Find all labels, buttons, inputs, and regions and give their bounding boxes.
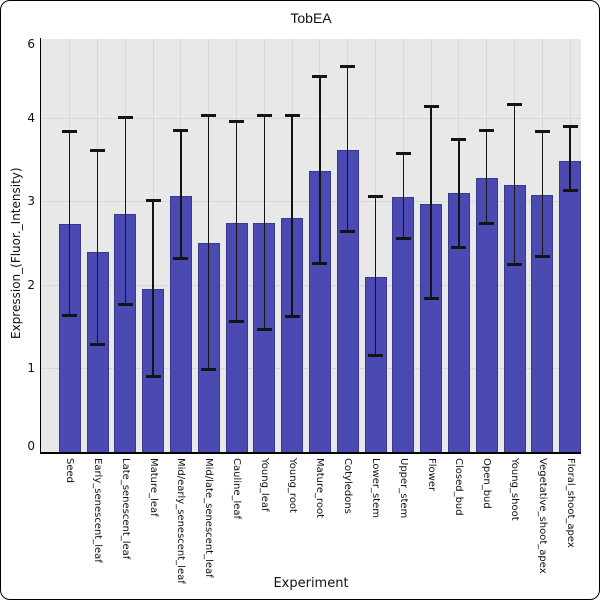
x-tick-label: Mature_root <box>314 458 326 519</box>
error-bar-cap-top <box>117 116 133 120</box>
error-bar-cap-bottom <box>145 375 161 379</box>
y-axis-title: Expression_(Fluor._Intensity) <box>9 167 23 339</box>
error-bar-cap-bottom <box>256 327 272 331</box>
x-tick-label: Young_leaf <box>258 458 270 512</box>
error-bar-cap-top <box>507 102 522 106</box>
x-tick-label: Vegetative_shoot_apex <box>536 458 548 574</box>
error-bar-cap-top <box>173 128 189 132</box>
error-bar-cap-top <box>562 125 578 129</box>
error-bar-cap-bottom <box>534 255 550 259</box>
error-bar-cap-top <box>368 195 383 199</box>
error-bar-cap-top <box>423 105 439 109</box>
error-bar-line <box>263 115 266 330</box>
error-bar-cap-top <box>395 151 411 155</box>
x-tick-label: Cauline_leaf <box>231 458 242 520</box>
error-bar-cap-top <box>90 148 105 152</box>
error-bar-cap-bottom <box>229 319 244 323</box>
x-tick-label: Mid/late_senescent_leaf <box>203 458 215 578</box>
error-bar-cap-bottom <box>395 236 411 240</box>
error-bar-cap-bottom <box>368 353 383 357</box>
error-bar-cap-bottom <box>117 302 133 306</box>
x-tick-label: Young_root <box>286 458 298 513</box>
x-tick-label: Mid/early_senescent_leaf <box>175 458 187 584</box>
error-bar-cap-bottom <box>479 221 495 225</box>
y-tick-label: 1 <box>27 361 35 376</box>
error-bar-cap-top <box>451 137 467 141</box>
x-tick-label: Upper_stem <box>397 458 409 519</box>
x-axis-title: Experiment <box>273 576 349 591</box>
error-bar-line <box>124 117 127 305</box>
error-bar-cap-top <box>145 198 161 202</box>
y-axis-line <box>39 38 41 454</box>
error-bar-cap-bottom <box>173 257 189 260</box>
error-bar-cap-top <box>62 130 78 134</box>
error-bar-line <box>541 131 544 257</box>
error-bar-line <box>319 76 321 264</box>
error-bar-cap-bottom <box>507 262 522 266</box>
y-tick-label: 4 <box>27 110 35 125</box>
error-bar-cap-bottom <box>62 313 78 317</box>
error-bar-line <box>68 131 71 316</box>
x-tick-label: Early_senescent_leaf <box>92 458 103 563</box>
x-tick-label: Closed_bud <box>453 458 465 516</box>
error-bar-line <box>458 139 460 248</box>
error-bar-cap-bottom <box>284 315 300 319</box>
y-tick-label: 2 <box>27 277 35 292</box>
error-bar-line <box>430 106 432 299</box>
error-bar-cap-bottom <box>423 297 439 301</box>
error-bar-cap-bottom <box>451 246 467 250</box>
error-bar-cap-bottom <box>562 189 578 193</box>
error-bar-cap-top <box>479 128 495 132</box>
x-tick-label: Lower_stem <box>370 458 381 518</box>
error-bar-line <box>207 115 210 370</box>
error-bar-cap-top <box>340 65 356 69</box>
error-bar-line <box>235 121 238 322</box>
x-axis-line <box>39 452 581 454</box>
error-bar-cap-top <box>534 130 550 134</box>
error-bar-line <box>96 150 99 345</box>
y-tick-label-top: 6 <box>27 37 35 51</box>
bar <box>559 160 582 452</box>
x-tick-label: Open_bud <box>481 458 493 509</box>
x-tick-label: Flower <box>425 458 437 492</box>
error-bar-line <box>402 153 405 239</box>
x-tick-label: Young_shoot <box>509 458 520 521</box>
y-tick-label: 0 <box>27 439 35 453</box>
error-bar-cap-top <box>312 75 328 79</box>
error-bar-cap-bottom <box>90 342 105 346</box>
y-tick-label: 3 <box>27 194 35 209</box>
error-bar-cap-bottom <box>312 262 328 266</box>
x-tick-label: Floral_shoot_apex <box>564 458 576 548</box>
error-bar-line <box>291 115 293 317</box>
x-tick-label: Late_senescent_leaf <box>119 458 131 560</box>
gridline-horizontal <box>41 117 581 119</box>
error-bar-cap-top <box>284 113 300 117</box>
plot-area: 0 1 2 3 4 6 Seed Early_senescent_leaf Late_senes… <box>27 37 582 584</box>
error-bar-line <box>346 66 349 232</box>
error-bar-line <box>513 104 516 265</box>
error-bar-line <box>152 200 154 377</box>
x-tick-label: Seed <box>64 458 76 483</box>
x-tick-label: Mature_leaf <box>147 458 159 517</box>
error-bar-line <box>374 196 377 356</box>
error-bar-line <box>569 126 571 191</box>
chart-title: TobEA <box>290 10 332 26</box>
error-bar-cap-bottom <box>340 230 356 234</box>
error-bar-cap-bottom <box>201 367 217 371</box>
error-bar-line <box>485 130 488 224</box>
error-bar-cap-top <box>256 113 272 117</box>
x-tick-label: Cotyledons <box>342 458 354 514</box>
error-bar-line <box>180 130 182 259</box>
error-bar-cap-top <box>229 120 244 124</box>
error-bar-cap-top <box>201 113 217 117</box>
